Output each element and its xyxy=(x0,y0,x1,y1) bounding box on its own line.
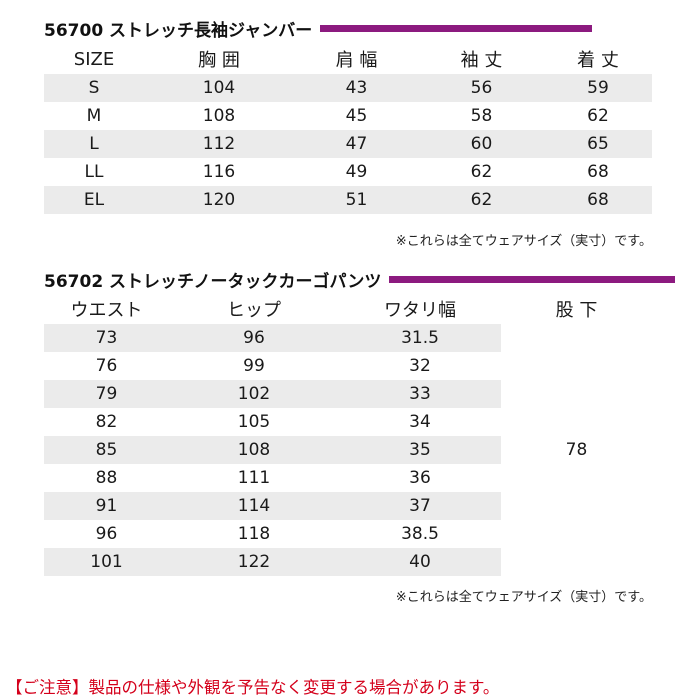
size-cell: S xyxy=(44,74,144,102)
length-cell: 62 xyxy=(587,106,609,126)
sleeve-cell: 56 xyxy=(419,74,544,102)
sleeve-cell: 58 xyxy=(470,106,493,126)
pants-section-header: 56702 ストレッチノータックカーゴパンツ xyxy=(44,267,676,292)
waist-cell: 85 xyxy=(44,436,169,464)
sleeve-cell: 60 xyxy=(419,130,544,158)
jacket-header-size: SIZE xyxy=(73,48,115,70)
size-cell: LL xyxy=(84,162,104,182)
waist-cell: 88 xyxy=(95,468,118,488)
table-row: LL 116 49 62 68 xyxy=(44,158,652,186)
hip-cell: 111 xyxy=(237,468,271,488)
thigh-cell: 40 xyxy=(339,548,501,576)
shoulder-cell: 49 xyxy=(345,162,368,182)
waist-cell: 76 xyxy=(95,356,118,376)
inseam-cell: 78 xyxy=(501,324,652,576)
size-cell: L xyxy=(44,130,144,158)
pants-header-inseam: 股 下 xyxy=(555,300,598,321)
jacket-size-table: SIZE 胸 囲 肩 幅 袖 丈 着 丈 S 104 43 56 59 M 10… xyxy=(44,44,652,214)
table-row: 79 102 33 xyxy=(44,380,652,408)
size-cell: EL xyxy=(44,186,144,214)
waist-cell: 79 xyxy=(44,380,169,408)
thigh-cell: 38.5 xyxy=(401,524,439,544)
hip-cell: 114 xyxy=(169,492,339,520)
pants-title-bar xyxy=(389,276,676,283)
length-cell: 68 xyxy=(544,186,652,214)
thigh-cell: 33 xyxy=(339,380,501,408)
jacket-title: 56700 ストレッチ長袖ジャンバー xyxy=(44,21,313,41)
jacket-header-shoulder: 肩 幅 xyxy=(335,50,378,71)
table-row: 91 114 37 xyxy=(44,492,652,520)
hip-cell: 118 xyxy=(237,524,271,544)
thigh-cell: 35 xyxy=(339,436,501,464)
hip-cell: 102 xyxy=(169,380,339,408)
pants-size-note: ※これらは全てウェアサイズ（実寸）です。 xyxy=(395,590,652,605)
caution-notice: 【ご注意】製品の仕様や外観を予告なく変更する場合があります。 xyxy=(6,678,500,697)
table-row: 85 108 35 xyxy=(44,436,652,464)
chest-cell: 104 xyxy=(144,74,294,102)
table-row: 101 122 40 xyxy=(44,548,652,576)
chest-cell: 112 xyxy=(144,130,294,158)
thigh-cell: 31.5 xyxy=(339,324,501,352)
waist-cell: 96 xyxy=(95,524,118,544)
table-row: 82 105 34 xyxy=(44,408,652,436)
pants-header-row: ウエスト ヒップ ワタリ幅 股 下 xyxy=(44,294,652,324)
table-row: 73 96 31.5 78 xyxy=(44,324,652,576)
chest-cell: 108 xyxy=(202,106,236,126)
shoulder-cell: 43 xyxy=(294,74,419,102)
thigh-cell: 36 xyxy=(409,468,431,488)
waist-cell: 91 xyxy=(44,492,169,520)
waist-cell: 82 xyxy=(95,412,118,432)
shoulder-cell: 51 xyxy=(294,186,419,214)
pants-header-waist: ウエスト xyxy=(70,300,143,321)
jacket-section-header: 56700 ストレッチ長袖ジャンバー xyxy=(44,16,593,41)
thigh-cell: 37 xyxy=(339,492,501,520)
hip-cell: 105 xyxy=(237,412,271,432)
length-cell: 65 xyxy=(544,130,652,158)
pants-size-table: ウエスト ヒップ ワタリ幅 股 下 73 96 31.5 78 76 99 32… xyxy=(44,294,652,576)
sleeve-cell: 62 xyxy=(470,162,493,182)
thigh-cell: 32 xyxy=(409,356,431,376)
jacket-title-bar xyxy=(320,25,593,32)
hip-cell: 99 xyxy=(243,356,265,376)
shoulder-cell: 47 xyxy=(294,130,419,158)
table-row: 76 99 32 xyxy=(44,352,652,380)
thigh-cell: 34 xyxy=(409,412,431,432)
jacket-header-length: 着 丈 xyxy=(577,50,619,71)
jacket-header-sleeve: 袖 丈 xyxy=(460,50,503,71)
jacket-size-note: ※これらは全てウェアサイズ（実寸）です。 xyxy=(395,234,652,249)
waist-cell: 73 xyxy=(44,324,169,352)
pants-header-thigh: ワタリ幅 xyxy=(384,300,456,321)
hip-cell: 122 xyxy=(169,548,339,576)
table-row: EL 120 51 62 68 xyxy=(44,186,652,214)
pants-title: 56702 ストレッチノータックカーゴパンツ xyxy=(44,272,382,292)
waist-cell: 101 xyxy=(44,548,169,576)
chest-cell: 120 xyxy=(144,186,294,214)
pants-header-hip: ヒップ xyxy=(227,300,281,321)
size-cell: M xyxy=(86,106,102,126)
table-row: 96 118 38.5 xyxy=(44,520,652,548)
table-row: S 104 43 56 59 xyxy=(44,74,652,102)
shoulder-cell: 45 xyxy=(345,106,368,126)
jacket-header-chest: 胸 囲 xyxy=(198,50,240,71)
table-row: M 108 45 58 62 xyxy=(44,102,652,130)
hip-cell: 96 xyxy=(169,324,339,352)
jacket-header-row: SIZE 胸 囲 肩 幅 袖 丈 着 丈 xyxy=(44,44,652,74)
length-cell: 59 xyxy=(544,74,652,102)
table-row: L 112 47 60 65 xyxy=(44,130,652,158)
hip-cell: 108 xyxy=(169,436,339,464)
table-row: 88 111 36 xyxy=(44,464,652,492)
length-cell: 68 xyxy=(587,162,609,182)
sleeve-cell: 62 xyxy=(419,186,544,214)
chest-cell: 116 xyxy=(202,162,236,182)
